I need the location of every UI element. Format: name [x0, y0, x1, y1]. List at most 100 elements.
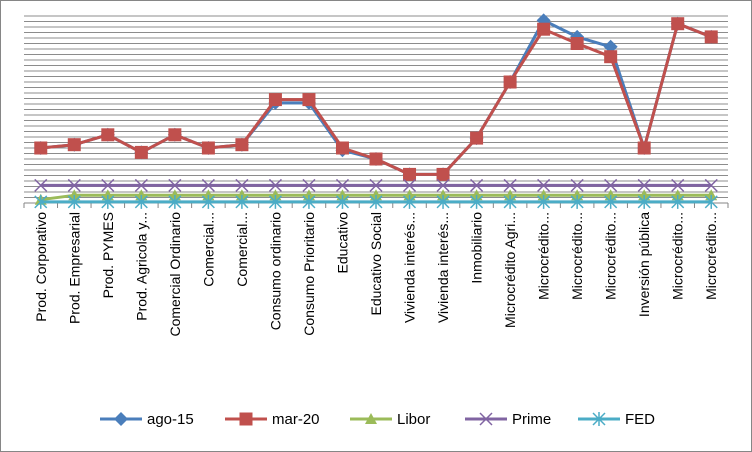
data-point-mar-20 [470, 131, 484, 145]
legend-label: mar-20 [272, 411, 320, 428]
x-tick-label: Comercial... [234, 212, 250, 287]
data-point-fed [537, 194, 551, 209]
data-point-mar-20 [335, 141, 349, 155]
data-point-fed [503, 194, 517, 209]
data-point-libor [504, 189, 517, 201]
data-point-fed [402, 194, 417, 209]
data-point-prime [704, 178, 718, 192]
data-point-mar-20 [235, 138, 249, 152]
data-point-fed [101, 194, 115, 209]
data-point-mar-20 [101, 128, 115, 142]
x-tick-label: Consumo Prioritario [301, 212, 317, 336]
x-tick-label: Prod. Empresarial [66, 212, 82, 324]
data-point-libor [68, 189, 81, 201]
data-point-libor [336, 189, 349, 201]
data-point-fed [335, 194, 350, 209]
data-point-fed [671, 194, 685, 209]
x-tick-label: Educativo Social [368, 212, 384, 316]
data-point-prime [268, 178, 282, 192]
data-point-mar-20 [604, 50, 618, 64]
data-point-fed [268, 194, 282, 209]
legend-label: Prime [512, 411, 551, 428]
x-tick-label: Vivienda interés... [435, 212, 451, 323]
data-point-mar-20 [369, 152, 383, 166]
legend-item-libor: Libor [350, 411, 430, 428]
legend-marker [365, 413, 377, 424]
data-point-fed [235, 194, 249, 209]
data-point-mar-20 [34, 141, 48, 155]
data-point-libor [604, 189, 617, 201]
data-point-libor [437, 189, 450, 201]
x-tick-label: Vivienda interés... [402, 212, 418, 323]
data-point-libor [571, 189, 584, 201]
legend-item-mar-20: mar-20 [225, 411, 320, 428]
data-point-fed [168, 194, 182, 209]
x-tick-labels: Prod. Corporativo Prod. Empresarial Prod. … [33, 212, 719, 337]
data-point-libor [101, 189, 114, 201]
legend-item-fed: FED [578, 411, 655, 428]
data-point-prime [134, 178, 148, 192]
x-tick-label: Prod. Corporativo [33, 212, 49, 322]
data-point-fed [704, 194, 718, 209]
data-point-prime [604, 178, 618, 192]
data-point-fed [436, 194, 450, 209]
data-point-mar-20 [268, 93, 282, 107]
data-point-libor [705, 189, 718, 201]
data-point-fed [201, 194, 215, 209]
data-point-prime [671, 178, 685, 192]
data-point-mar-20 [403, 167, 417, 181]
data-point-libor [370, 189, 382, 201]
data-point-fed [67, 194, 81, 209]
data-point-fed [302, 194, 316, 209]
data-point-libor [168, 189, 181, 201]
data-point-libor [269, 189, 282, 201]
data-point-fed [369, 194, 383, 209]
data-point-prime [470, 178, 484, 192]
data-point-fed [134, 194, 148, 209]
data-point-prime [570, 178, 584, 192]
data-point-mar-20 [704, 30, 718, 44]
data-point-prime [369, 178, 383, 192]
legend-label: FED [625, 411, 655, 428]
x-tick-label: Consumo ordinario [267, 212, 283, 330]
data-point-fed [34, 194, 48, 209]
data-point-prime [537, 178, 551, 192]
data-point-libor [302, 189, 315, 201]
x-tick-label: Educativo [334, 212, 350, 274]
data-point-mar-20 [134, 145, 148, 159]
x-tick-label: Microcrédito... [703, 212, 719, 300]
data-point-mar-20 [168, 128, 182, 142]
data-point-libor [235, 189, 248, 201]
x-tick-label: Inversión pública [636, 212, 652, 317]
legend-marker [479, 412, 493, 426]
series-fed [34, 194, 718, 209]
x-tick-label: Microcrédito Agri... [502, 212, 518, 328]
data-point-libor [537, 189, 550, 201]
data-point-prime [201, 178, 215, 192]
x-tick-label: Comercial... [200, 212, 216, 287]
data-point-libor [403, 189, 416, 201]
data-point-fed [470, 194, 484, 209]
legend-marker [114, 412, 128, 426]
data-point-mar-20 [436, 167, 450, 181]
data-point-prime [436, 178, 450, 192]
data-point-prime [34, 178, 48, 192]
legend-label: Libor [397, 411, 430, 428]
data-point-fed [570, 194, 584, 209]
gridlines [24, 15, 728, 204]
x-tick-label: Prod. Agricola y... [133, 212, 149, 321]
data-point-prime [335, 178, 350, 192]
x-tick-label: Microcrédito... [536, 212, 552, 300]
data-point-prime [168, 178, 182, 192]
legend: ago-15 mar-20 Libor Prime FED [100, 411, 655, 428]
data-point-fed [604, 194, 618, 209]
data-point-libor [671, 189, 684, 201]
legend-marker [239, 412, 253, 426]
x-tick-label: Inmobiliario [469, 212, 485, 284]
data-point-fed [637, 194, 651, 209]
data-point-prime [402, 178, 417, 192]
data-point-mar-20 [637, 141, 651, 155]
data-point-libor [202, 189, 215, 201]
data-point-libor [135, 189, 148, 201]
